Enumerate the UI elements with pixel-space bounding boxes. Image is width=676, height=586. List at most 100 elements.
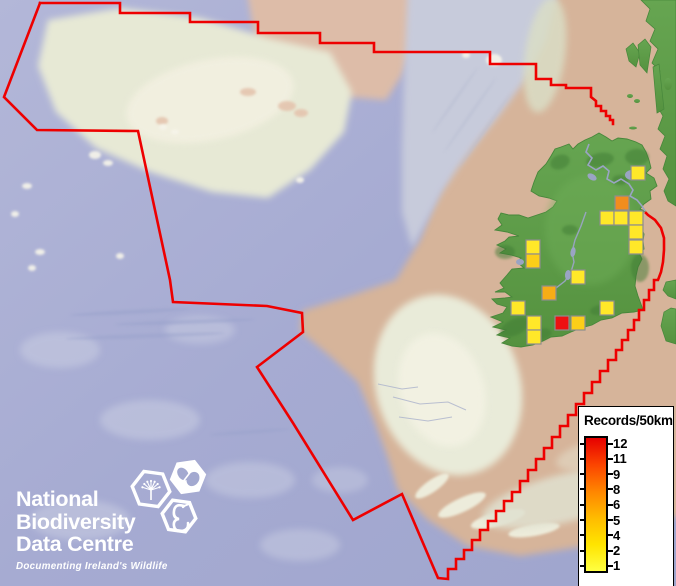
logo-line-1: National (16, 487, 99, 511)
seabed-shade (65, 332, 225, 340)
legend-tick-left (580, 457, 584, 460)
seahorse-body (172, 503, 190, 533)
record-grid-square[interactable] (614, 195, 630, 211)
seabed-shade (294, 109, 308, 117)
dandelion-spoke (142, 486, 152, 491)
seabed-shade (432, 67, 478, 133)
dandelion-seed (158, 486, 161, 489)
lough (516, 259, 524, 265)
seabed-shade (100, 400, 200, 440)
legend-tick-label: 4 (613, 527, 621, 543)
legend-tick-label: 12 (613, 436, 628, 451)
record-grid-square[interactable] (526, 315, 542, 331)
dandelion-spoke (150, 486, 160, 491)
hexagon-outline (130, 469, 172, 509)
legend-tick-right (608, 519, 613, 521)
nbdc-logo-hexagons (130, 459, 207, 534)
dandelion-seed (149, 479, 153, 483)
legend-tick-label: 2 (613, 543, 621, 559)
small-island (627, 94, 633, 98)
seamount (296, 177, 304, 183)
legend-tick-left (580, 564, 584, 567)
butterfly-icon (169, 459, 207, 495)
record-grid-square[interactable] (630, 165, 646, 181)
seabed-shade (438, 492, 486, 518)
legend-tick-label: 6 (613, 497, 621, 513)
seamount (171, 129, 179, 135)
legend-tick-right (608, 473, 613, 476)
dandelion-seed (146, 480, 149, 483)
record-grid-square[interactable] (570, 269, 586, 285)
maritime-boundary-north (38, 1, 615, 126)
legend-tick-label: 8 (613, 481, 621, 497)
seabed-shade (156, 117, 168, 125)
legend-title: Records/50km (584, 413, 673, 428)
record-grid-square[interactable] (628, 239, 644, 255)
record-grid-square[interactable] (541, 285, 557, 301)
land-layer (489, 0, 676, 348)
seabed-shade (402, 0, 556, 248)
seamount (35, 249, 45, 255)
mountain-shading (631, 254, 649, 282)
legend-tick-left (580, 488, 584, 491)
dandelion-spoke (150, 483, 159, 491)
record-grid-square[interactable] (628, 210, 644, 226)
record-grid-square[interactable] (570, 315, 586, 331)
mountain-shading (495, 245, 515, 259)
record-grid-square[interactable] (613, 210, 629, 226)
seamount (103, 160, 113, 166)
record-grid-square[interactable] (599, 300, 615, 316)
legend-tick-right (608, 457, 613, 460)
seamount (116, 253, 124, 259)
legend-tick-left (580, 534, 584, 537)
scottish-island (652, 63, 665, 114)
dandelion-spoke (150, 481, 156, 491)
small-island (634, 99, 640, 103)
record-grid-square[interactable] (526, 329, 542, 345)
record-grid-square[interactable] (525, 253, 541, 269)
seabed-shade (20, 332, 100, 368)
seabed-shade (126, 57, 294, 143)
seabed-shade (444, 78, 496, 152)
seabed-shade (312, 467, 368, 493)
seabed-channel (377, 383, 419, 390)
legend-panel: Records/50km 12 11 9 8 6 5 4 2 1 (578, 406, 674, 586)
record-grid-square[interactable] (510, 300, 526, 316)
legend-tick-right (608, 488, 613, 491)
legend-tick-right (608, 564, 613, 567)
seahorse-eye (181, 505, 185, 509)
seabed-shade (508, 522, 560, 538)
lough (570, 247, 576, 257)
seabed-shade (459, 93, 511, 167)
logo-tagline: Documenting Ireland's Wildlife (16, 560, 168, 572)
legend-tick-right (608, 503, 613, 506)
mountain-shading (500, 317, 530, 337)
lough (564, 270, 572, 280)
legend-tick-left (580, 473, 584, 476)
seabed-shade (260, 529, 340, 561)
seabed-shade (398, 333, 486, 447)
butterfly-body (181, 469, 193, 484)
seamount (22, 183, 32, 189)
dandelion-icon (130, 469, 172, 509)
seabed-shade (240, 88, 256, 96)
legend-tick-left (580, 442, 584, 445)
dandelion-seed (143, 482, 146, 486)
scottish-island (625, 42, 641, 68)
record-grid-square[interactable] (525, 239, 541, 255)
legend-tick-label: 5 (613, 512, 621, 528)
boundary-layer (2, 1, 666, 581)
record-grid-square[interactable] (554, 315, 570, 331)
record-grid-square[interactable] (599, 210, 615, 226)
legend-color-ramp (584, 436, 608, 573)
record-grid-square[interactable] (628, 224, 644, 240)
legend-tick-left (580, 549, 584, 552)
dandelion-seed (153, 480, 156, 483)
seabed-shade (415, 473, 449, 499)
lowland-shading (545, 175, 635, 285)
seabed-channel (398, 416, 453, 422)
legend-tick-right (608, 549, 613, 552)
mountain-shading (550, 154, 570, 170)
dandelion-seed (141, 486, 144, 489)
